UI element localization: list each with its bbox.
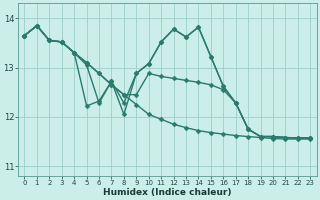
X-axis label: Humidex (Indice chaleur): Humidex (Indice chaleur) bbox=[103, 188, 232, 197]
